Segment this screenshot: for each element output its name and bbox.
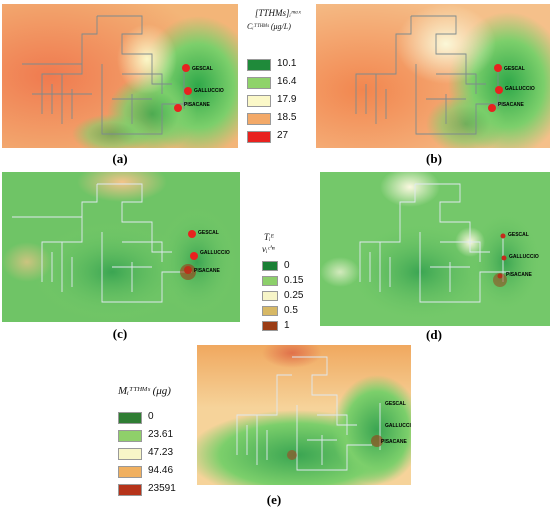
heatmap-c: GESCAL GALLUCCIO PISACANE: [2, 172, 240, 322]
panel-label-b: (b): [426, 151, 442, 166]
site-label-pisacane: PISACANE: [506, 272, 533, 278]
map-panel-d: GESCAL GALLUCCIO PISACANE: [320, 172, 550, 326]
site-label-pisacane: PISACANE: [194, 268, 221, 274]
network-lines-b: [355, 15, 506, 135]
site-label-galluccio: GALLUCCIO: [385, 423, 411, 429]
legend-mass: Mᵢᵀᵀᴴᴹˢ (μg) 0 23.61 47.23 94.46 23591: [118, 385, 176, 496]
legend-title: Mᵢᵀᵀᴴᴹˢ (μg): [118, 385, 171, 397]
panel-label-e: (e): [266, 492, 282, 507]
network-lines-a: [22, 15, 192, 135]
site-label-galluccio: GALLUCCIO: [200, 250, 230, 256]
legend-title-line2: vᵢᶜ'ⁿ: [262, 244, 275, 254]
map-panel-e: GESCAL GALLUCCIO PISACANE: [197, 345, 411, 485]
heatmap-a: GESCAL GALLUCCIO PISACANE: [2, 4, 238, 148]
heatmap-e: GESCAL GALLUCCIO PISACANE: [197, 345, 411, 485]
panel-label-c: (c): [112, 326, 128, 341]
site-label-gescal: GESCAL: [508, 232, 529, 238]
site-label-gescal: GESCAL: [385, 401, 406, 407]
heatmap-d: GESCAL GALLUCCIO PISACANE: [320, 172, 550, 326]
site-label-pisacane: PISACANE: [381, 439, 408, 445]
site-label-galluccio: GALLUCCIO: [505, 86, 535, 92]
site-label-gescal: GESCAL: [504, 66, 525, 72]
site-label-gescal: GESCAL: [192, 66, 213, 72]
legend-title-line1: [TTHMs]ᵢᵐᵃˣ: [255, 8, 301, 18]
legend-ratio: Tᵢᴱ vᵢᶜ'ⁿ 0 0.15 0.25 0.5 1: [262, 232, 304, 331]
map-panel-a: GESCAL GALLUCCIO PISACANE: [2, 4, 238, 148]
heatmap-b: GESCAL GALLUCCIO PISACANE: [316, 4, 550, 148]
map-panel-c: GESCAL GALLUCCIO PISACANE: [2, 172, 240, 322]
site-markers-c: [184, 230, 198, 274]
network-lines-c: [12, 183, 192, 303]
map-panel-b: GESCAL GALLUCCIO PISACANE: [316, 4, 550, 148]
site-label-pisacane: PISACANE: [184, 102, 211, 108]
site-label-gescal: GESCAL: [198, 230, 219, 236]
site-label-galluccio: GALLUCCIO: [509, 254, 539, 260]
site-label-galluccio: GALLUCCIO: [194, 88, 224, 94]
site-markers-a: [174, 64, 192, 112]
site-label-pisacane: PISACANE: [498, 102, 525, 108]
legend-title-line1: Tᵢᴱ: [264, 232, 275, 242]
panel-label-d: (d): [426, 327, 442, 342]
legend-concentration: [TTHMs]ᵢᵐᵃˣ Cᵢᵀᵀᴴᴹˢ (μg/L) 10.1 16.4 17.…: [247, 8, 301, 143]
panel-label-a: (a): [112, 151, 128, 166]
legend-title-line2: Cᵢᵀᵀᴴᴹˢ (μg/L): [247, 22, 291, 31]
site-markers-b: [488, 64, 503, 112]
network-lines-e: [236, 356, 381, 471]
